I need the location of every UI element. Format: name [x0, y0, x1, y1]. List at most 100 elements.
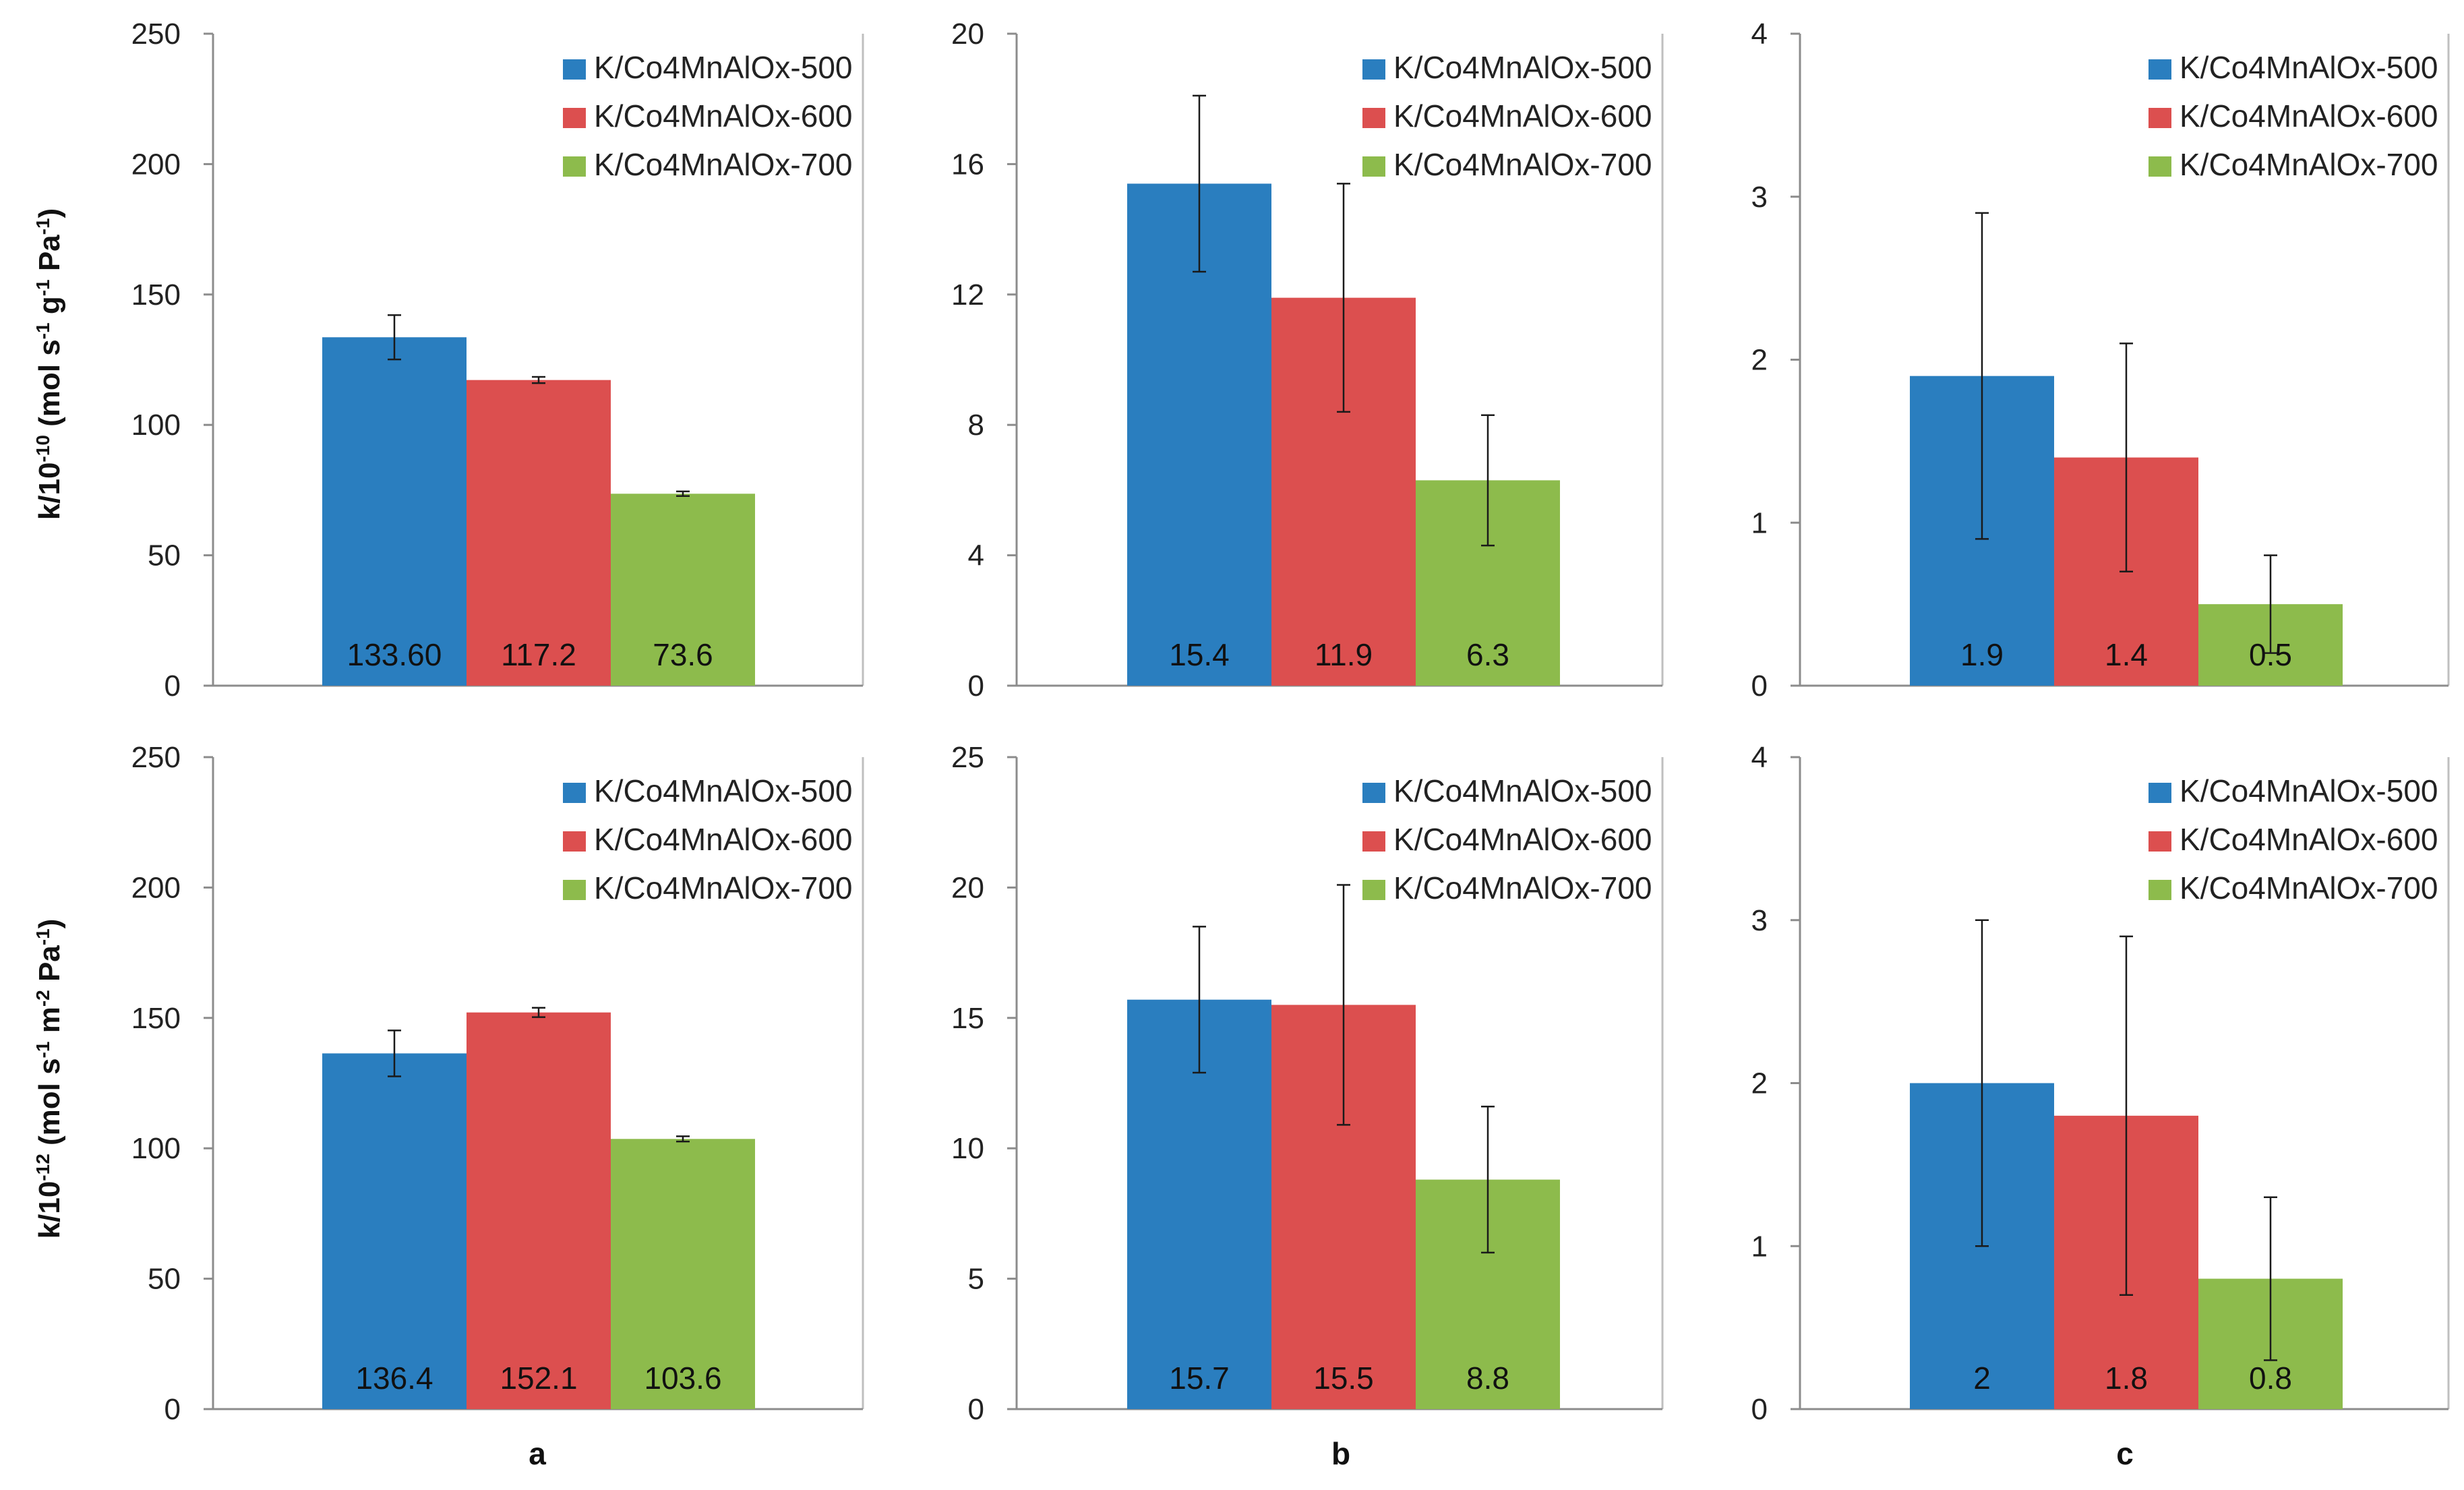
- legend-swatch: [563, 59, 586, 80]
- y-tick-label: 100: [131, 1132, 181, 1165]
- data-label: 2: [1973, 1361, 1991, 1396]
- legend-label: K/Co4MnAlOx-500: [594, 50, 853, 85]
- legend-swatch: [2149, 108, 2171, 128]
- y-tick-label: 50: [148, 1263, 181, 1296]
- y-tick-label: 4: [968, 539, 984, 572]
- y-tick-label: 100: [131, 409, 181, 442]
- y-tick-label: 3: [1751, 181, 1768, 214]
- y-tick-label: 2: [1751, 1067, 1768, 1100]
- bar-500: [322, 337, 467, 686]
- legend-label: K/Co4MnAlOx-500: [2180, 773, 2438, 808]
- data-label: 0.5: [2249, 637, 2292, 672]
- chart-panel-r1c3: 0 1 2 3 4 1.9 1.4 0.5 K/Co4MnAlOx-500 K/Co4MnAlOx…: [1751, 18, 2450, 703]
- data-label: 152.1: [500, 1361, 577, 1396]
- legend-swatch: [1362, 783, 1385, 803]
- legend-swatch: [2149, 783, 2171, 803]
- y-axis-label-row1: k/10-10 (mol s-1 g-1 Pa-1): [32, 208, 67, 520]
- data-label: 8.8: [1466, 1361, 1509, 1396]
- y-tick-label: 15: [951, 1002, 984, 1035]
- y-axis-label-row2: k/10-12 (mol s-1 m-2 Pa-1): [32, 919, 67, 1239]
- legend-swatch: [2149, 831, 2171, 852]
- data-label: 0.8: [2249, 1361, 2292, 1396]
- legend-swatch: [563, 880, 586, 900]
- y-tick-label: 2: [1751, 344, 1768, 377]
- legend-swatch: [563, 831, 586, 852]
- legend-label: K/Co4MnAlOx-600: [1393, 822, 1652, 857]
- y-tick-label: 1: [1751, 506, 1768, 539]
- legend-swatch: [1362, 156, 1385, 177]
- legend-swatch: [2149, 59, 2171, 80]
- y-tick-label: 8: [968, 409, 984, 442]
- y-tick-label: 1: [1751, 1230, 1768, 1263]
- panel-letter-a: a: [529, 1436, 546, 1471]
- data-label: 1.4: [2105, 637, 2148, 672]
- chart-panel-r2c1: 0 50 100 150 200 250 136.4 152.1 103.6 K/Co4MnAlO…: [131, 741, 864, 1426]
- y-tick-label: 250: [131, 18, 181, 51]
- chart-panel-r2c3: 0 1 2 3 4 2 1.8 0.8 K/Co4MnAlOx-500 K/Co4MnAlOx-6…: [1751, 741, 2450, 1426]
- legend-label: K/Co4MnAlOx-600: [2180, 98, 2438, 133]
- data-label: 15.4: [1169, 637, 1230, 672]
- legend-swatch: [1362, 59, 1385, 80]
- legend-label: K/Co4MnAlOx-700: [594, 870, 853, 905]
- legend-label: K/Co4MnAlOx-600: [594, 822, 853, 857]
- y-tick-label: 0: [1751, 1393, 1768, 1426]
- legend-swatch: [1362, 831, 1385, 852]
- chart-panel-r1c2: 0 4 8 12 16 20 15.4 11.9 6.3 K/Co4MnAlOx-500 K/Co4…: [951, 18, 1664, 703]
- legend-label: K/Co4MnAlOx-700: [2180, 147, 2438, 182]
- y-tick-label: 5: [968, 1263, 984, 1296]
- legend-label: K/Co4MnAlOx-700: [2180, 870, 2438, 905]
- legend-label: K/Co4MnAlOx-700: [594, 147, 853, 182]
- legend-label: K/Co4MnAlOx-500: [2180, 50, 2438, 85]
- y-tick-label: 150: [131, 1002, 181, 1035]
- legend-label: K/Co4MnAlOx-600: [594, 98, 853, 133]
- data-label: 73.6: [653, 637, 713, 672]
- y-tick-label: 4: [1751, 18, 1768, 51]
- legend-swatch: [563, 783, 586, 803]
- y-tick-label: 200: [131, 871, 181, 904]
- y-tick-label: 4: [1751, 741, 1768, 774]
- y-tick-label: 50: [148, 539, 181, 572]
- data-label: 15.7: [1169, 1361, 1230, 1396]
- legend-swatch: [1362, 108, 1385, 128]
- y-tick-label: 16: [951, 148, 984, 181]
- bar-600: [467, 1012, 611, 1409]
- legend-swatch: [1362, 880, 1385, 900]
- data-label: 117.2: [501, 637, 576, 672]
- legend-label: K/Co4MnAlOx-600: [1393, 98, 1652, 133]
- y-tick-label: 0: [164, 669, 181, 703]
- panel-letter-c: c: [2116, 1436, 2134, 1471]
- legend-label: K/Co4MnAlOx-500: [594, 773, 853, 808]
- y-tick-label: 25: [951, 741, 984, 774]
- legend-label: K/Co4MnAlOx-700: [1393, 147, 1652, 182]
- data-label: 1.8: [2105, 1361, 2148, 1396]
- data-label: 136.4: [355, 1361, 433, 1396]
- y-tick-label: 250: [131, 741, 181, 774]
- data-label: 11.9: [1315, 637, 1373, 672]
- data-label: 103.6: [644, 1361, 721, 1396]
- y-tick-label: 0: [164, 1393, 181, 1426]
- data-label: 6.3: [1466, 637, 1509, 672]
- panel-letter-b: b: [1331, 1436, 1350, 1471]
- legend-label: K/Co4MnAlOx-500: [1393, 773, 1652, 808]
- bar-600: [467, 380, 611, 686]
- chart-panel-r1c1: 0 50 100 150 200 250 133.60 117.2 73.6 K/Co4MnAlO…: [131, 18, 864, 703]
- legend-label: K/Co4MnAlOx-500: [1393, 50, 1652, 85]
- y-tick-label: 20: [951, 871, 984, 904]
- legend-label: K/Co4MnAlOx-600: [2180, 822, 2438, 857]
- y-tick-label: 150: [131, 278, 181, 311]
- bar-700: [611, 494, 755, 686]
- legend-swatch: [563, 156, 586, 177]
- y-tick-label: 0: [968, 1393, 984, 1426]
- data-label: 1.9: [1960, 637, 2004, 672]
- chart-panel-r2c2: 0 5 10 15 20 25 15.7 15.5 8.8 K/Co4MnAlOx-500 K/Co…: [951, 741, 1664, 1426]
- y-tick-label: 20: [951, 18, 984, 51]
- y-tick-label: 3: [1751, 904, 1768, 937]
- data-label: 15.5: [1313, 1361, 1374, 1396]
- legend-label: K/Co4MnAlOx-700: [1393, 870, 1652, 905]
- legend-swatch: [2149, 880, 2171, 900]
- y-tick-label: 12: [951, 278, 984, 311]
- legend-swatch: [2149, 156, 2171, 177]
- bar-700: [611, 1139, 755, 1409]
